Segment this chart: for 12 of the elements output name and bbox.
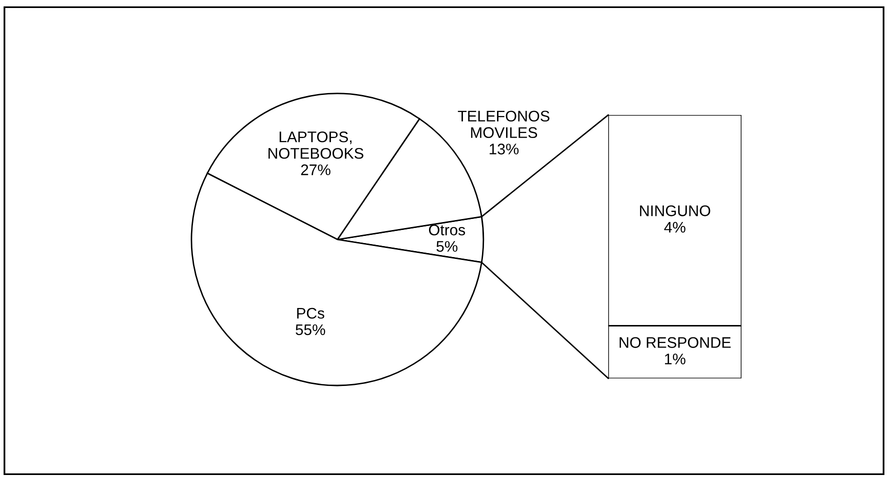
data-label: 55% — [296, 324, 326, 336]
data-label: 4% — [664, 222, 686, 233]
slice-label: PCs — [297, 308, 324, 319]
slice-label: Otros — [428, 224, 466, 236]
series-label: NO RESPONDE — [620, 337, 731, 348]
data-label: 1% — [665, 354, 686, 364]
slice-label: LAPTOPS, NOTEBOOKS — [268, 131, 364, 159]
data-label: 5% — [436, 241, 458, 252]
data-label: 13% — [490, 144, 519, 154]
series-label: NINGUNO — [640, 205, 710, 216]
slice-label: TELEFONOS MOVILES — [458, 110, 550, 138]
data-label: 27% — [301, 164, 330, 176]
